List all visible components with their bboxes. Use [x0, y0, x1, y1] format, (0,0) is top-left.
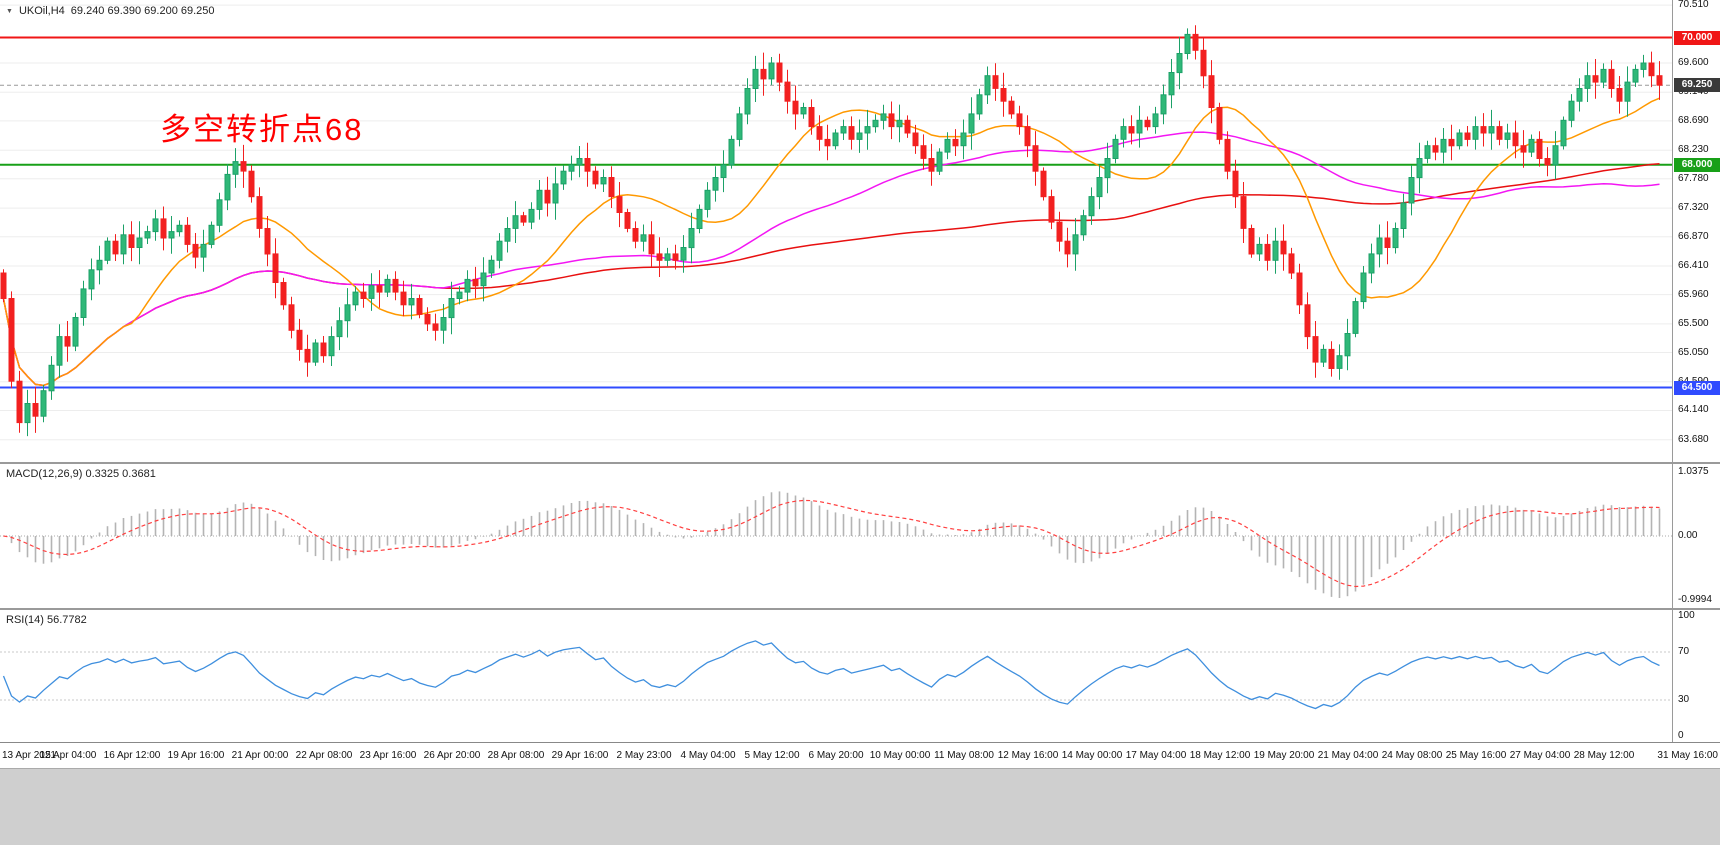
level-price-badge: 64.500	[1674, 381, 1720, 395]
candlestick-series[interactable]	[0, 25, 1663, 437]
time-tick-label: 28 May 12:00	[1573, 750, 1635, 761]
rsi-pane[interactable]: RSI(14) 56.7782 100 70 30 0	[0, 610, 1720, 742]
price-tick-label: 64.140	[1678, 404, 1709, 415]
time-tick-label: 6 May 20:00	[808, 750, 864, 761]
main-chart-pane[interactable]: ▼ UKOil,H4 69.240 69.390 69.200 69.250 多…	[0, 0, 1720, 462]
rsi-line	[2, 640, 1660, 710]
time-tick-label: 19 May 20:00	[1253, 750, 1315, 761]
time-tick-label: 23 Apr 16:00	[359, 750, 417, 761]
price-tick-label: 70.510	[1678, 0, 1709, 10]
time-tick-label: 25 May 16:00	[1445, 750, 1507, 761]
time-tick-label: 2 May 23:00	[616, 750, 672, 761]
macd-histogram	[10, 491, 1661, 598]
rsi-axis-label: 0	[1678, 730, 1684, 741]
rsi-axis-label: 70	[1678, 646, 1690, 657]
candlestick-chart-area[interactable]	[0, 0, 1672, 462]
macd-chart-area[interactable]	[0, 464, 1672, 608]
time-tick-label: 15 Apr 04:00	[39, 750, 97, 761]
time-tick-label: 29 Apr 16:00	[551, 750, 609, 761]
time-tick-label: 28 Apr 08:00	[487, 750, 545, 761]
time-tick-label: 5 May 12:00	[744, 750, 800, 761]
price-tick-label: 65.050	[1678, 347, 1709, 358]
time-axis[interactable]: 13 Apr 2021 15 Apr 04:00 16 Apr 12:00 19 Ap…	[0, 742, 1720, 768]
time-tick-label: 31 May 16:00	[1657, 750, 1718, 761]
ma-55-line[interactable]	[2, 131, 1660, 387]
time-tick-label: 24 May 08:00	[1381, 750, 1443, 761]
current-price-badge: 69.250	[1674, 78, 1720, 92]
price-tick-label: 66.870	[1678, 231, 1709, 242]
price-tick-label: 68.230	[1678, 144, 1709, 155]
bottom-strip	[0, 768, 1720, 845]
rsi-axis-label: 30	[1678, 694, 1690, 705]
price-tick-label: 65.500	[1678, 318, 1709, 329]
rsi-indicator-label: RSI(14) 56.7782	[6, 614, 87, 626]
ohlc-values-label: 69.240 69.390 69.200 69.250	[70, 5, 215, 17]
level-price-badge: 70.000	[1674, 31, 1720, 45]
macd-signal-line	[3, 499, 1660, 588]
rsi-chart-area[interactable]	[0, 610, 1672, 742]
time-tick-label: 10 May 00:00	[869, 750, 931, 761]
time-tick-label: 12 May 16:00	[997, 750, 1059, 761]
macd-axis-label: 0.00	[1678, 530, 1698, 541]
price-tick-label: 65.960	[1678, 289, 1709, 300]
time-tick-label: 21 Apr 00:00	[231, 750, 289, 761]
time-tick-label: 27 May 04:00	[1509, 750, 1571, 761]
symbol-timeframe-label: UKOil,H4	[18, 5, 65, 17]
time-tick-label: 11 May 08:00	[934, 750, 994, 761]
time-tick-label: 13 Apr 2021	[2, 750, 56, 761]
time-tick-label: 21 May 04:00	[1317, 750, 1379, 761]
price-axis[interactable]: 70.51069.60069.14068.69068.23067.78067.3…	[1672, 0, 1720, 462]
price-tick-label: 68.690	[1678, 115, 1709, 126]
macd-pane[interactable]: MACD(12,26,9) 0.3325 0.3681 1.0375 0.00 -0…	[0, 464, 1720, 608]
time-tick-label: 17 May 04:00	[1125, 750, 1187, 761]
macd-indicator-label: MACD(12,26,9) 0.3325 0.3681	[6, 468, 156, 480]
macd-axis: 1.0375 0.00 -0.9994	[1672, 464, 1720, 608]
time-tick-label: 26 Apr 20:00	[423, 750, 481, 761]
pane-divider[interactable]	[0, 462, 1720, 464]
macd-axis-label: -0.9994	[1678, 594, 1712, 605]
time-tick-label: 18 May 12:00	[1189, 750, 1251, 761]
level-price-badge: 68.000	[1674, 158, 1720, 172]
pane-divider[interactable]	[0, 608, 1720, 610]
price-tick-label: 67.320	[1678, 202, 1709, 213]
time-tick-label: 19 Apr 16:00	[167, 750, 225, 761]
price-tick-label: 69.600	[1678, 57, 1709, 68]
price-tick-label: 66.410	[1678, 260, 1709, 271]
time-tick-label: 16 Apr 12:00	[103, 750, 161, 761]
time-tick-label: 22 Apr 08:00	[295, 750, 353, 761]
chart-annotation-text: 多空转折点68	[160, 112, 364, 147]
price-tick-label: 63.680	[1678, 434, 1709, 445]
time-tick-label: 14 May 00:00	[1061, 750, 1123, 761]
price-tick-label: 67.780	[1678, 173, 1709, 184]
time-tick-label: 4 May 04:00	[680, 750, 736, 761]
symbol-info[interactable]: ▼ UKOil,H4 69.240 69.390 69.200 69.250	[6, 5, 215, 17]
collapse-indicator-icon[interactable]: ▼	[6, 7, 13, 15]
ma-16-line[interactable]	[2, 97, 1660, 387]
macd-axis-label: 1.0375	[1678, 466, 1709, 477]
rsi-axis: 100 70 30 0	[1672, 610, 1720, 742]
rsi-axis-label: 100	[1678, 610, 1695, 621]
